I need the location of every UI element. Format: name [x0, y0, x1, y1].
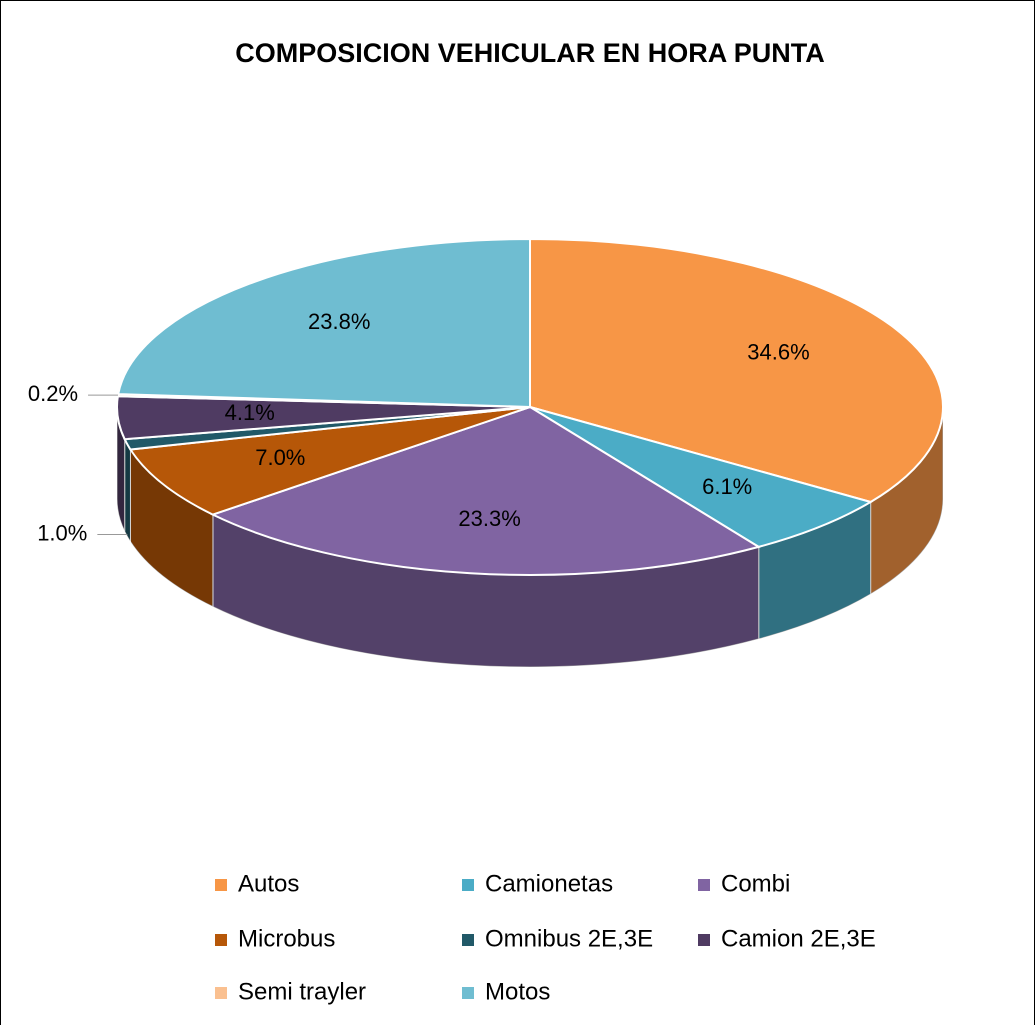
legend-swatch	[462, 934, 474, 946]
pie-slice	[529, 406, 874, 548]
data-label: 23.8%	[308, 309, 370, 334]
pie-side-shade	[758, 502, 871, 639]
legend-label: Camionetas	[485, 870, 613, 897]
pie-slice	[210, 405, 762, 576]
legend-swatch	[462, 879, 474, 891]
pie-slice	[529, 237, 944, 504]
pie-side-shade	[212, 514, 759, 668]
data-label: 34.6%	[747, 340, 809, 365]
legend-swatch	[215, 934, 227, 946]
data-label: 1.0%	[37, 520, 87, 545]
data-label: 0.2%	[28, 381, 78, 406]
pie-slice	[117, 237, 531, 409]
chart-title: COMPOSICION VEHICULAR EN HORA PUNTA	[235, 38, 825, 68]
data-label: 7.0%	[255, 445, 305, 470]
data-label: 4.1%	[225, 400, 275, 425]
pie-side-shade	[124, 439, 131, 542]
pie-side-shade	[130, 449, 213, 607]
legend-label: Combi	[721, 870, 790, 897]
legend-label: Microbus	[238, 925, 335, 952]
legend-label: Camion 2E,3E	[721, 925, 876, 952]
legend-swatch	[215, 879, 227, 891]
legend-label: Omnibus 2E,3E	[485, 925, 653, 952]
pie-side-shade	[117, 407, 125, 532]
legend-label: Motos	[485, 978, 550, 1005]
legend-swatch	[698, 934, 710, 946]
data-label: 6.1%	[702, 474, 752, 499]
legend-label: Semi trayler	[238, 978, 366, 1005]
pie-slice	[128, 406, 531, 516]
legend-swatch	[698, 879, 710, 891]
legend-swatch	[462, 987, 474, 999]
legend-label: Autos	[238, 870, 299, 897]
pie-side-shade	[870, 407, 943, 595]
legend-swatch	[215, 987, 227, 999]
data-label: 23.3%	[458, 506, 520, 531]
